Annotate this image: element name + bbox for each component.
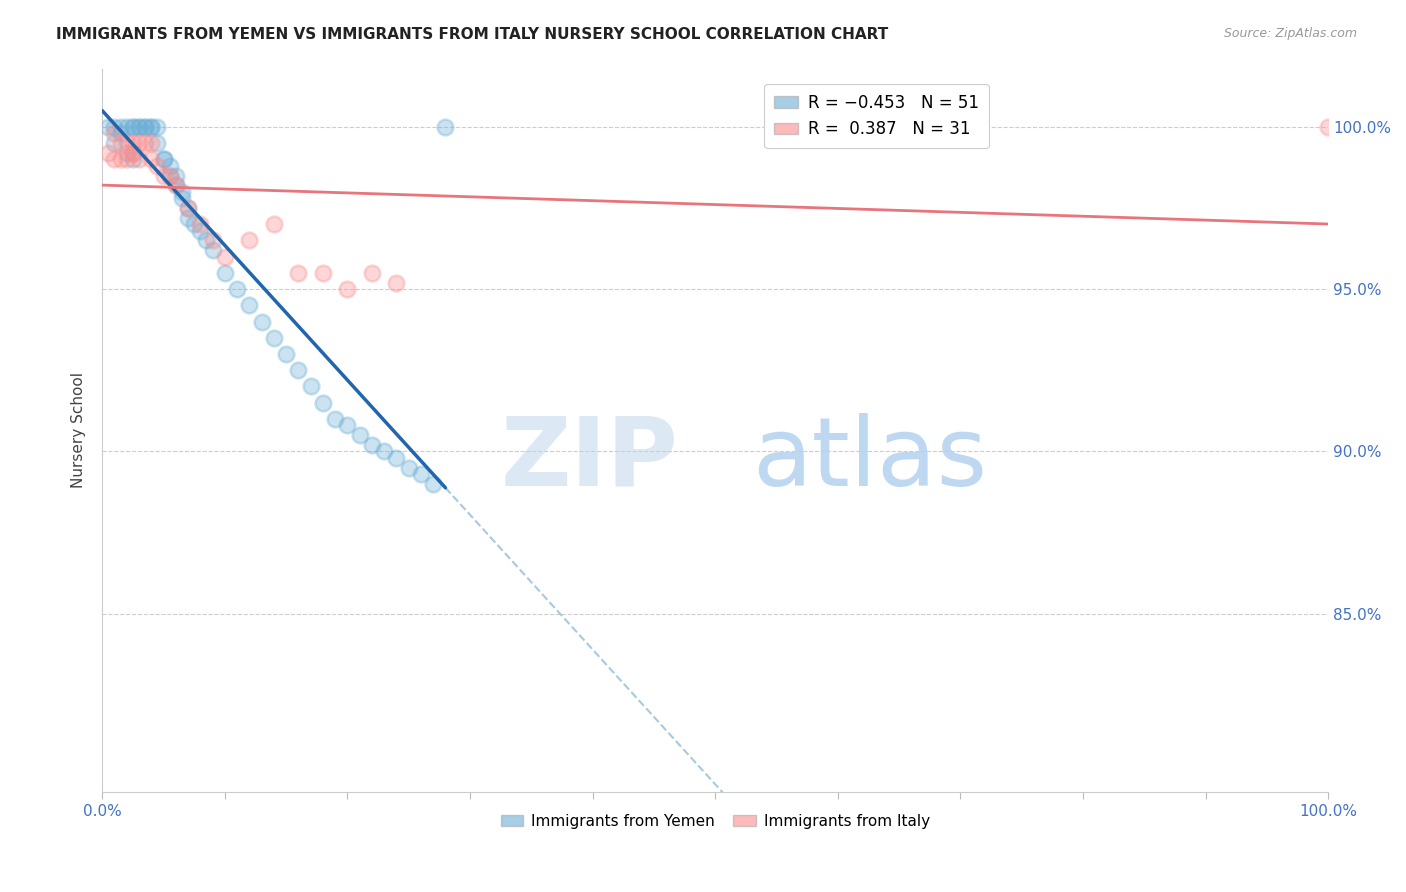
Point	[128, 153, 150, 167]
Point	[110, 153, 132, 167]
Text: atlas: atlas	[752, 413, 987, 506]
Point	[152, 169, 174, 183]
Point	[170, 185, 193, 199]
Point	[159, 169, 181, 183]
Point	[274, 347, 297, 361]
Point	[1317, 120, 1340, 134]
Point	[110, 120, 132, 134]
Point	[238, 298, 260, 312]
Point	[134, 136, 156, 150]
Y-axis label: Nursery School: Nursery School	[72, 372, 86, 488]
Point	[323, 412, 346, 426]
Point	[121, 145, 143, 160]
Point	[141, 120, 163, 134]
Point	[152, 153, 174, 167]
Point	[201, 243, 224, 257]
Point	[165, 178, 187, 193]
Point	[141, 120, 163, 134]
Point	[361, 266, 384, 280]
Point	[336, 418, 359, 433]
Point	[177, 211, 200, 225]
Point	[177, 201, 200, 215]
Point	[214, 250, 236, 264]
Point	[121, 120, 143, 134]
Point	[214, 266, 236, 280]
Point	[287, 266, 309, 280]
Point	[159, 169, 181, 183]
Point	[299, 379, 322, 393]
Point	[152, 153, 174, 167]
Text: IMMIGRANTS FROM YEMEN VS IMMIGRANTS FROM ITALY NURSERY SCHOOL CORRELATION CHART: IMMIGRANTS FROM YEMEN VS IMMIGRANTS FROM…	[56, 27, 889, 42]
Point	[165, 178, 187, 193]
Point	[226, 282, 249, 296]
Point	[97, 120, 120, 134]
Point	[312, 266, 335, 280]
Point	[177, 201, 200, 215]
Point	[263, 331, 285, 345]
Point	[250, 314, 273, 328]
Text: ZIP: ZIP	[501, 413, 679, 506]
Point	[201, 234, 224, 248]
Point	[128, 120, 150, 134]
Point	[115, 153, 138, 167]
Point	[385, 276, 408, 290]
Point	[141, 153, 163, 167]
Point	[385, 450, 408, 465]
Point	[110, 127, 132, 141]
Point	[121, 153, 143, 167]
Point	[336, 282, 359, 296]
Point	[146, 136, 169, 150]
Point	[141, 136, 163, 150]
Point	[103, 153, 125, 167]
Legend: Immigrants from Yemen, Immigrants from Italy: Immigrants from Yemen, Immigrants from I…	[495, 808, 936, 835]
Point	[422, 476, 444, 491]
Point	[361, 438, 384, 452]
Point	[103, 120, 125, 134]
Point	[146, 120, 169, 134]
Point	[373, 444, 395, 458]
Point	[195, 234, 218, 248]
Point	[434, 120, 457, 134]
Point	[121, 145, 143, 160]
Text: Source: ZipAtlas.com: Source: ZipAtlas.com	[1223, 27, 1357, 40]
Point	[103, 127, 125, 141]
Point	[115, 120, 138, 134]
Point	[409, 467, 432, 481]
Point	[97, 145, 120, 160]
Point	[312, 395, 335, 409]
Point	[170, 191, 193, 205]
Point	[121, 136, 143, 150]
Point	[188, 224, 211, 238]
Point	[134, 120, 156, 134]
Point	[128, 120, 150, 134]
Point	[188, 217, 211, 231]
Point	[115, 136, 138, 150]
Point	[110, 136, 132, 150]
Point	[159, 159, 181, 173]
Point	[115, 145, 138, 160]
Point	[134, 120, 156, 134]
Point	[128, 136, 150, 150]
Point	[183, 217, 205, 231]
Point	[103, 136, 125, 150]
Point	[146, 159, 169, 173]
Point	[349, 428, 371, 442]
Point	[398, 460, 420, 475]
Point	[263, 217, 285, 231]
Point	[121, 120, 143, 134]
Point	[287, 363, 309, 377]
Point	[238, 234, 260, 248]
Point	[165, 169, 187, 183]
